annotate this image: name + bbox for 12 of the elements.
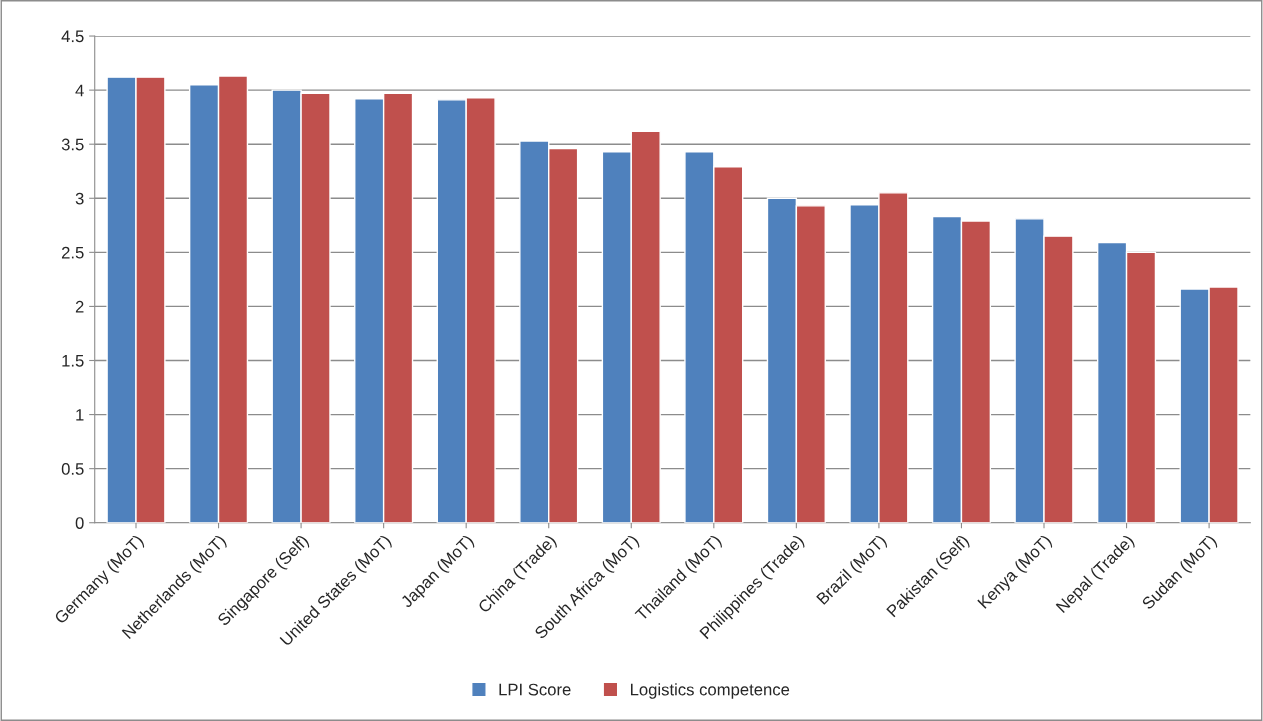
y-tick-label: 3: [75, 192, 84, 205]
y-tick-label: 2: [75, 300, 84, 313]
y-tick-label: 3.5: [61, 138, 84, 151]
legend-label: Logistics competence: [630, 683, 790, 699]
y-tick-label: 2.5: [61, 246, 84, 259]
y-tick-label: 0.5: [61, 463, 84, 475]
legend-label: LPI Score: [499, 683, 571, 696]
y-tick-label: 4: [75, 84, 84, 97]
y-tick-label: 1: [76, 409, 84, 421]
y-tick-label: 0: [75, 517, 84, 529]
y-tick-label: 1.5: [62, 355, 84, 367]
y-tick-label: 4.5: [61, 30, 84, 43]
